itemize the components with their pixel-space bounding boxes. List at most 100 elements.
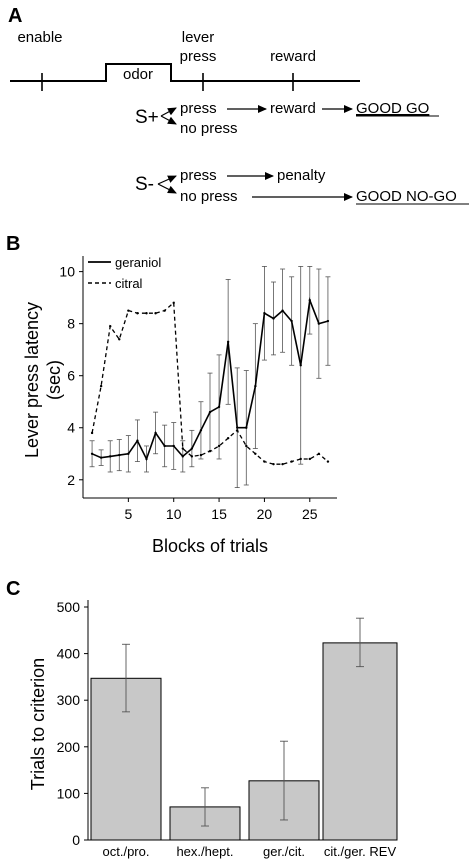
- odor-label: odor: [123, 66, 153, 83]
- citral-data-point: [326, 460, 330, 463]
- s-minus-label: S-: [135, 174, 154, 195]
- geraniol-data-point: [99, 456, 103, 459]
- geraniol-data-point: [199, 429, 203, 432]
- trials-bar-chart: 0 100 200 300 400 500 oct./pro. hex./hept. ger.…: [28, 599, 398, 859]
- c-y-tick-label: 0: [72, 832, 80, 848]
- citral-data-point: [127, 309, 130, 312]
- geraniol-data-point: [181, 455, 184, 458]
- s-plus-fork-down: [160, 115, 177, 125]
- latency-line-chart: 5 10 15 20 25 2 4 6 8 10 Lever press latency (sec…: [22, 255, 337, 556]
- geraniol-data-point: [308, 299, 311, 302]
- panel-c-label: C: [6, 578, 20, 600]
- panel-c: C 0 100 200 300 400 500 oct./pro. hex./hept. ge…: [6, 578, 398, 859]
- timeline-line: [10, 63, 360, 82]
- b-x-tick-label: 5: [124, 506, 132, 522]
- geraniol-data-point: [163, 444, 166, 448]
- citral-data-point: [217, 444, 221, 448]
- s-plus-reward: reward: [270, 100, 316, 117]
- c-bars: oct./pro. hex./hept. ger./cit. cit./ger. RE…: [90, 617, 398, 859]
- citral-data-point: [245, 444, 248, 448]
- citral-data-point: [299, 457, 302, 461]
- geraniol-data-point: [317, 322, 321, 325]
- reward-label: reward: [270, 48, 316, 65]
- geraniol-data-point: [217, 405, 221, 409]
- panel-a-label: A: [8, 5, 22, 27]
- c-y-tick-label: 100: [57, 785, 81, 801]
- s-plus-label: S+: [135, 107, 159, 128]
- bar-category-label: oct./pro.: [103, 844, 150, 859]
- good-no-go-outcome: GOOD NO-GO: [356, 188, 457, 205]
- citral-data-point: [226, 436, 230, 440]
- b-x-tick-label: 15: [211, 506, 227, 522]
- b-x-tick-label: 25: [302, 506, 318, 522]
- c-ylabel: Trials to criterion: [28, 658, 48, 790]
- citral-data-point: [263, 460, 266, 463]
- bar-4: [322, 642, 398, 841]
- citral-data-point: [145, 312, 148, 315]
- citral-data-point: [154, 312, 157, 315]
- good-go-outcome: GOOD GO: [356, 100, 429, 117]
- geraniol-data-point: [272, 317, 275, 320]
- b-ylabel-line2: (sec): [44, 360, 64, 400]
- b-y-tick-label: 8: [67, 316, 75, 332]
- s-plus-no-press: no press: [180, 120, 238, 137]
- citral-data-point: [109, 325, 112, 328]
- citral-data-point: [118, 338, 121, 341]
- b-y-tick-label: 2: [67, 472, 75, 488]
- citral-data-point: [190, 455, 194, 458]
- s-minus-diagram: S- press no press penalty GOOD NO-GO: [135, 167, 469, 205]
- citral-data-point: [290, 460, 293, 463]
- b-series: [90, 297, 330, 466]
- s-plus-press: press: [180, 100, 217, 117]
- c-y-tick-label: 200: [57, 739, 81, 755]
- citral-data-point: [281, 462, 284, 466]
- c-y-tick-label: 500: [57, 599, 81, 615]
- citral-data-point: [236, 429, 239, 432]
- c-y-tick-label: 400: [57, 646, 81, 662]
- s-plus-diagram: S+ press no press reward GOOD GO: [135, 100, 439, 137]
- citral-data-point: [136, 312, 139, 315]
- geraniol-data-point: [109, 455, 112, 458]
- b-y-tick-label: 6: [67, 368, 75, 384]
- geraniol-data-point: [145, 457, 148, 461]
- panel-b: B 5 10 15 20 25 2 4 6 8 10 Lever press latency (s…: [6, 233, 337, 556]
- geraniol-data-point: [208, 410, 212, 414]
- panel-b-label: B: [6, 233, 20, 255]
- geraniol-data-point: [90, 452, 94, 455]
- geraniol-data-point: [263, 312, 266, 315]
- citral-data-point: [199, 453, 203, 457]
- citral-data-point: [254, 452, 257, 455]
- citral-data-point: [208, 449, 212, 453]
- lever-label: lever: [182, 29, 215, 46]
- citral-data-point: [99, 384, 103, 388]
- citral-data-point: [181, 447, 184, 450]
- citral-data-point: [90, 431, 94, 435]
- citral-data-point: [272, 462, 275, 466]
- bar-category-label: ger./cit.: [263, 844, 305, 859]
- geraniol-data-point: [299, 364, 302, 367]
- bar-category-label: hex./hept.: [176, 844, 233, 859]
- b-xlabel: Blocks of trials: [152, 536, 268, 556]
- legend-geraniol-label: geraniol: [115, 255, 161, 270]
- b-y-tick-label: 10: [59, 264, 75, 280]
- legend-citral-label: citral: [115, 276, 143, 291]
- geraniol-data-point: [136, 439, 139, 442]
- geraniol-data-point: [172, 444, 175, 448]
- geraniol-data-point: [190, 447, 194, 450]
- citral-data-point: [317, 452, 321, 455]
- s-minus-fork-down: [157, 183, 177, 194]
- geraniol-data-point: [245, 426, 248, 429]
- b-x-tick-label: 10: [166, 506, 182, 522]
- b-ylabel-line1: Lever press latency: [22, 302, 42, 458]
- geraniol-data-point: [154, 431, 157, 435]
- geraniol-data-point: [127, 452, 130, 455]
- geraniol-data-point: [236, 426, 239, 429]
- geraniol-data-point: [226, 340, 230, 344]
- c-y-tick-label: 300: [57, 692, 81, 708]
- s-minus-no-press: no press: [180, 188, 238, 205]
- b-ticks: 5 10 15 20 25 2 4 6 8 10: [59, 264, 317, 522]
- press-label: press: [180, 48, 217, 65]
- citral-data-point: [308, 457, 311, 461]
- c-ticks: 0 100 200 300 400 500: [57, 599, 88, 848]
